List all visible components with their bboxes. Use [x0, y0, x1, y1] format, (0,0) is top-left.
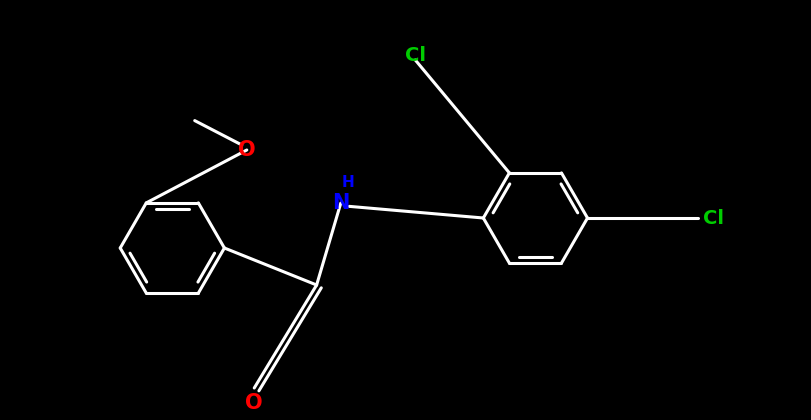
Text: H: H [341, 175, 354, 189]
Text: N: N [332, 193, 349, 213]
Text: O: O [245, 393, 263, 413]
Text: O: O [238, 140, 255, 160]
Text: Cl: Cl [702, 208, 723, 228]
Text: Cl: Cl [405, 46, 425, 65]
